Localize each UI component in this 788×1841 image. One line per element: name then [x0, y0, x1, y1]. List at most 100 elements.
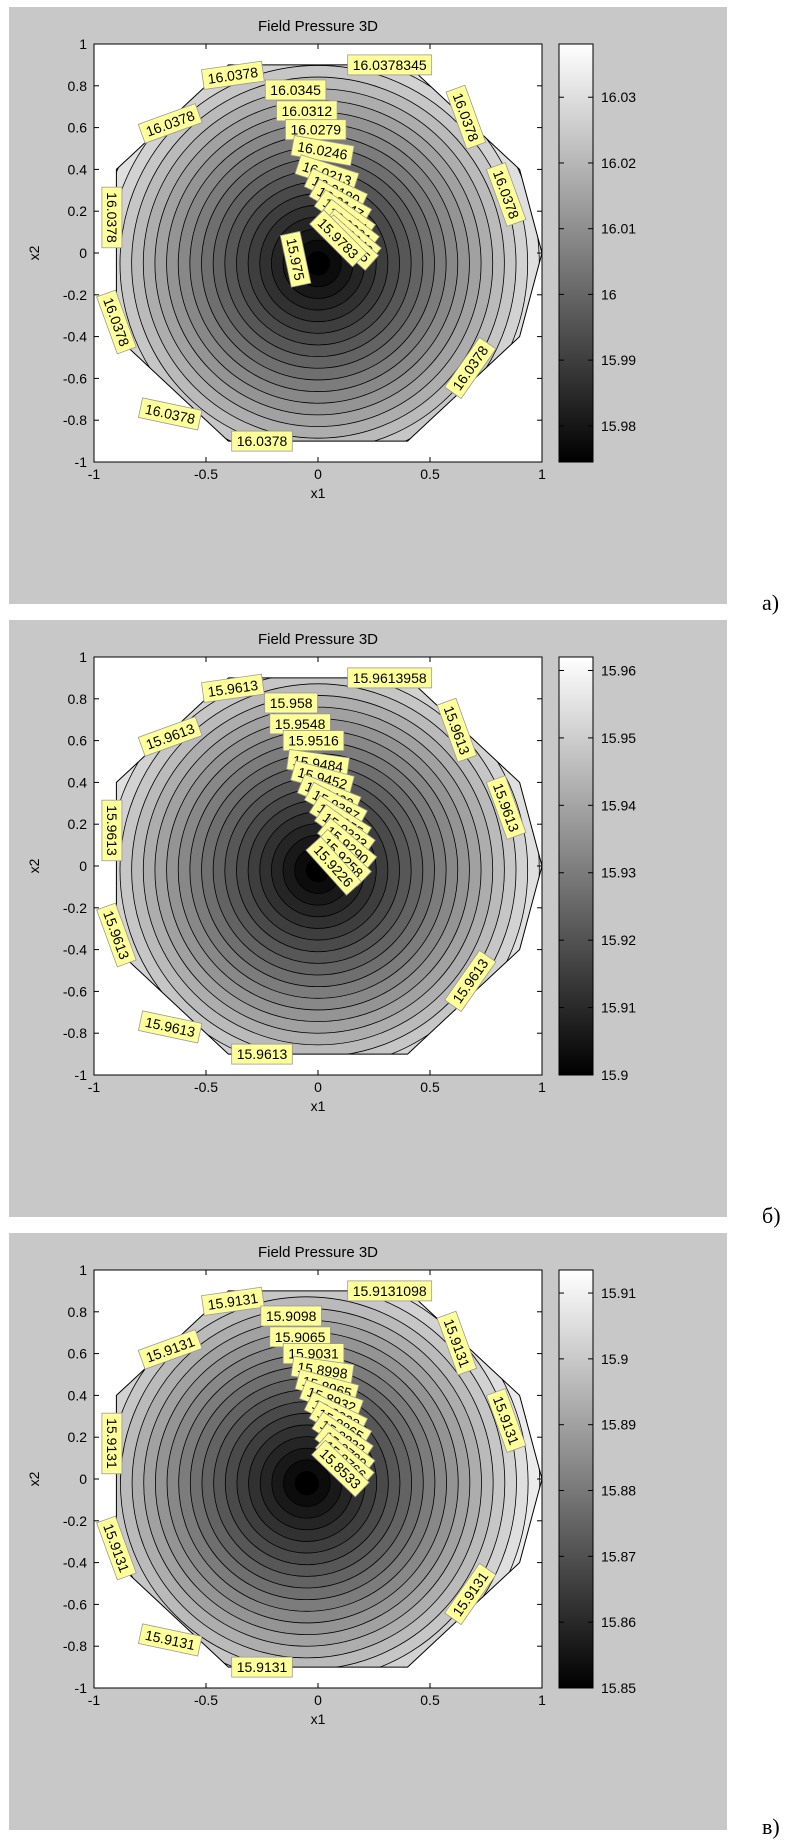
y-tick-label: 0.2 — [68, 203, 88, 219]
colorbar-tick-label: 16.02 — [601, 155, 636, 171]
contour-label-box — [282, 730, 345, 751]
y-tick-label: 1 — [79, 36, 87, 52]
chart-title: Field Pressure 3D — [258, 1244, 378, 1261]
contour-label: 16.0378 — [96, 289, 137, 355]
contour-label-text: 16.0345 — [270, 82, 321, 98]
y-tick-label: 0 — [79, 245, 87, 261]
contour-label: 15.9613 — [137, 716, 203, 757]
contour-label: 16.0345 — [264, 79, 327, 101]
contour-label-box — [305, 836, 362, 896]
x-tick-label: 0.5 — [420, 1079, 440, 1095]
contour-chart: Field Pressure 3D -1 -0.5 0 0.5 1 1 0.8 0.6 0.4 0.… — [26, 18, 636, 501]
y-tick-label: 0.6 — [68, 733, 88, 749]
caption-c: в) — [762, 1814, 780, 1839]
contour-label-box — [260, 1305, 322, 1327]
y-tick-label: 0.6 — [68, 120, 88, 136]
colorbar-tick-label: 15.88 — [601, 1483, 636, 1499]
colorbar-tick-label: 15.99 — [601, 352, 636, 368]
colorbar-tick-label: 15.92 — [601, 932, 636, 948]
contour-label-text: 15.9131 — [207, 1290, 260, 1313]
y-tick-label: 0.2 — [68, 1429, 88, 1445]
colorbar-tick-label: 15.89 — [601, 1417, 636, 1433]
y-tick-label: 0.4 — [68, 774, 88, 790]
x-tick-label: 1 — [538, 466, 546, 482]
y-tick-label: -0.4 — [63, 329, 87, 345]
y-axis-label: x2 — [26, 858, 42, 873]
contour-label-text: 15.9613 — [104, 805, 120, 856]
contour-label-text: 16.0279 — [290, 122, 341, 138]
y-tick-label: -0.6 — [63, 1596, 87, 1612]
contour-level — [305, 251, 331, 276]
contour-label-box — [309, 209, 368, 268]
contour-label-text: 16.0312 — [281, 103, 332, 119]
colorbar-tick-label: 15.9 — [601, 1067, 628, 1083]
contour-label: 15.9131 — [231, 1656, 293, 1678]
contour-label-text: 15.9131098 — [353, 1283, 427, 1299]
y-tick-label: 0.8 — [68, 691, 88, 707]
x-tick-label: -0.5 — [194, 1692, 218, 1708]
y-tick-label: 1 — [79, 649, 87, 665]
contour-label-box — [444, 336, 497, 400]
x-tick-label: -0.5 — [194, 466, 218, 482]
y-tick-label: -0.4 — [63, 1555, 87, 1571]
contour-fill — [116, 677, 543, 1055]
contour-label-box — [290, 135, 355, 167]
y-tick-label: -1 — [75, 1067, 88, 1083]
x-tick-label: -1 — [88, 1692, 101, 1708]
contour-label-box — [264, 79, 327, 101]
contour-label-box — [436, 697, 478, 763]
colorbar — [558, 1269, 594, 1689]
chart-title: Field Pressure 3D — [258, 631, 378, 648]
colorbar-tick-label: 15.9 — [601, 1351, 628, 1367]
colorbar-tick-label: 15.94 — [601, 797, 636, 813]
contour-label-box — [485, 162, 527, 227]
x-axis-label: x1 — [311, 485, 326, 501]
x-tick-label: -1 — [88, 1079, 101, 1095]
y-tick-label: 1 — [79, 1262, 87, 1278]
contour-label-box — [101, 1412, 123, 1475]
contour-label-text: 15.9613 — [237, 1046, 288, 1062]
caption-a: а) — [762, 590, 780, 615]
contour-label: 16.0378 — [137, 397, 203, 431]
x-tick-label: 0 — [314, 1692, 322, 1708]
contour-label-box — [311, 1439, 370, 1498]
contour-label-box — [264, 692, 318, 714]
caption-b: б) — [762, 1203, 781, 1228]
y-tick-label: 0 — [79, 858, 87, 874]
colorbar-tick-label: 15.95 — [601, 730, 636, 746]
contour-label-box — [201, 60, 265, 90]
x-tick-label: 0 — [314, 1079, 322, 1095]
y-tick-label: 0.2 — [68, 816, 88, 832]
contour-label-box — [96, 1515, 137, 1581]
contour-label: 15.9613 — [96, 902, 137, 968]
contour-label: 16.0378 — [201, 60, 265, 90]
contour-label-box — [231, 430, 293, 452]
contour-level — [294, 1471, 319, 1496]
contour-label-box — [201, 673, 265, 703]
y-tick-label: -0.8 — [63, 412, 87, 428]
y-tick-label: -1 — [75, 454, 88, 470]
contour-label-box — [137, 1329, 203, 1370]
x-tick-label: 0 — [314, 466, 322, 482]
contour-label: 16.0378345 — [347, 54, 433, 76]
contour-label: 15.9131098 — [347, 1280, 433, 1302]
y-tick-label: -0.6 — [63, 370, 87, 386]
contour-label-box — [485, 775, 527, 840]
contour-label: 15.9131 — [137, 1329, 203, 1370]
contour-label-text: 15.9065 — [275, 1329, 326, 1345]
contour-label-text: 15.9613958 — [353, 670, 427, 686]
contour-label-box — [279, 230, 312, 288]
y-axis-label: x2 — [26, 245, 42, 260]
y-tick-label: -0.2 — [63, 287, 87, 303]
contour-label: 15.9613958 — [347, 667, 433, 689]
chart-title: Field Pressure 3D — [258, 18, 378, 35]
contour-label: 15.958 — [264, 692, 318, 714]
y-tick-label: 0 — [79, 1471, 87, 1487]
y-tick-label: -0.8 — [63, 1638, 87, 1654]
contour-label-box — [137, 716, 203, 757]
contour-label: 15.9613 — [201, 673, 265, 703]
contour-label-text: 16.0378 — [104, 192, 120, 243]
y-tick-label: -0.4 — [63, 942, 87, 958]
contour-label-box — [444, 949, 497, 1013]
contour-label-text: 15.9613 — [207, 677, 260, 700]
